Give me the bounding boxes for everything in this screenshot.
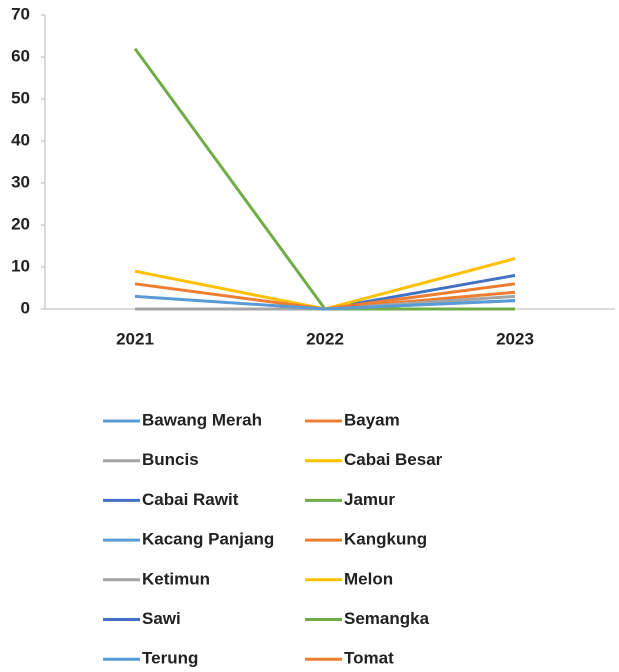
y-tick-label: 60 bbox=[11, 46, 30, 65]
y-tick-label: 30 bbox=[11, 172, 30, 191]
x-tick-label: 2023 bbox=[496, 329, 534, 348]
legend-label: Semangka bbox=[344, 609, 430, 628]
y-tick-label: 10 bbox=[11, 256, 30, 275]
legend-label: Cabai Rawit bbox=[142, 490, 239, 509]
legend-label: Cabai Besar bbox=[344, 450, 443, 469]
legend-label: Bayam bbox=[344, 410, 400, 429]
legend-label: Bawang Merah bbox=[142, 410, 262, 429]
y-tick-label: 70 bbox=[11, 4, 30, 23]
series-line bbox=[134, 294, 516, 311]
legend-label: Kacang Panjang bbox=[142, 530, 274, 549]
series-line bbox=[133, 47, 515, 311]
legend-label: Melon bbox=[344, 569, 393, 588]
legend-label: Sawi bbox=[142, 609, 181, 628]
legend-label: Terung bbox=[142, 649, 198, 668]
x-tick-label: 2021 bbox=[116, 329, 154, 348]
y-tick-label: 40 bbox=[11, 130, 30, 149]
legend-label: Buncis bbox=[142, 450, 199, 469]
legend-label: Jamur bbox=[344, 490, 395, 509]
legend-label: Tomat bbox=[344, 649, 394, 668]
legend-label: Kangkung bbox=[344, 530, 427, 549]
x-tick-label: 2022 bbox=[306, 329, 344, 348]
y-tick-label: 0 bbox=[21, 298, 30, 317]
legend-label: Ketimun bbox=[142, 569, 210, 588]
y-tick-label: 20 bbox=[11, 214, 30, 233]
y-tick-label: 50 bbox=[11, 88, 30, 107]
